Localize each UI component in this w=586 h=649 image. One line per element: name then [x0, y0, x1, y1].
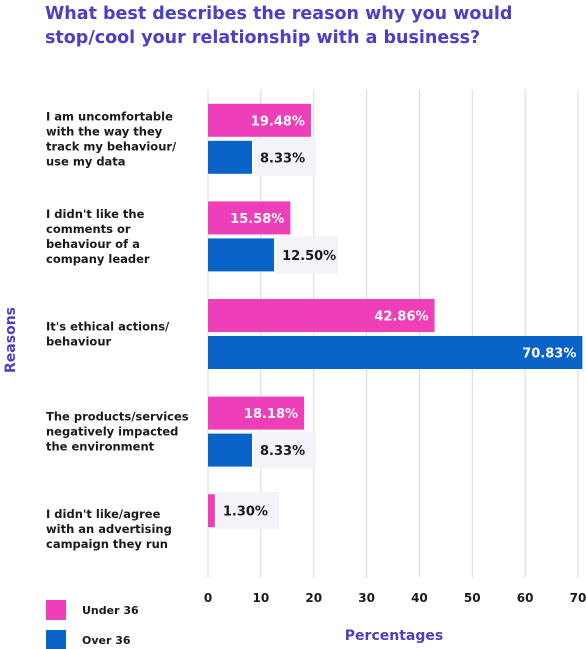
bar-under-36 — [208, 396, 305, 430]
x-tick-label: 0 — [204, 591, 212, 605]
data-label: 12.50% — [282, 249, 336, 264]
data-label-bg — [254, 138, 317, 176]
category-label: It's ethical actions/behaviour — [46, 320, 170, 349]
chart-title-line-1: What best describes the reason why you w… — [45, 4, 513, 24]
data-label: 42.86% — [374, 310, 428, 325]
bar-over-36 — [208, 238, 275, 272]
data-label-bg — [216, 492, 279, 530]
x-tick-label: 40 — [411, 591, 428, 605]
x-tick-label: 10 — [253, 591, 270, 605]
category-label: I am uncomfortable with the way they track… — [46, 109, 177, 168]
bar-over-36 — [208, 433, 253, 467]
chart-title: What best describes the reason why you w… — [45, 2, 565, 50]
data-label: 19.48% — [251, 114, 305, 129]
data-label: 70.83% — [522, 347, 576, 362]
data-label-bg — [254, 431, 317, 469]
legend-label: Under 36 — [82, 604, 139, 617]
data-label: 15.58% — [230, 212, 284, 227]
bar-over-36 — [208, 336, 583, 369]
x-tick-label: 30 — [358, 591, 375, 605]
bar-under-36 — [208, 299, 435, 332]
bar-under-36 — [208, 103, 311, 137]
data-label: 1.30% — [223, 505, 268, 520]
x-tick-label: 50 — [464, 591, 481, 605]
legend-label: Over 36 — [82, 634, 131, 647]
x-tick-label: 70 — [570, 591, 586, 605]
category-label: I didn't like/agree with an advertising ca… — [46, 507, 172, 551]
data-label: 8.33% — [260, 151, 305, 166]
legend-swatch — [46, 600, 66, 620]
category-label: The products/services negatively impacted… — [46, 410, 189, 454]
x-tick-label: 20 — [305, 591, 322, 605]
bar-under-36 — [208, 494, 215, 528]
data-label: 18.18% — [244, 407, 298, 422]
bar-under-36 — [208, 201, 291, 235]
x-tick-label: 60 — [517, 591, 534, 605]
legend-swatch — [46, 630, 66, 649]
data-label-bg — [276, 236, 339, 274]
bar-over-36 — [208, 140, 253, 174]
category-label: I didn't like the comments or behaviour of… — [46, 207, 150, 266]
data-label: 8.33% — [260, 444, 305, 459]
y-axis-label: Reasons — [3, 307, 19, 373]
chart-title-line-2: stop/cool your relationship with a busin… — [45, 28, 481, 48]
x-axis-label: Percentages — [345, 628, 443, 644]
